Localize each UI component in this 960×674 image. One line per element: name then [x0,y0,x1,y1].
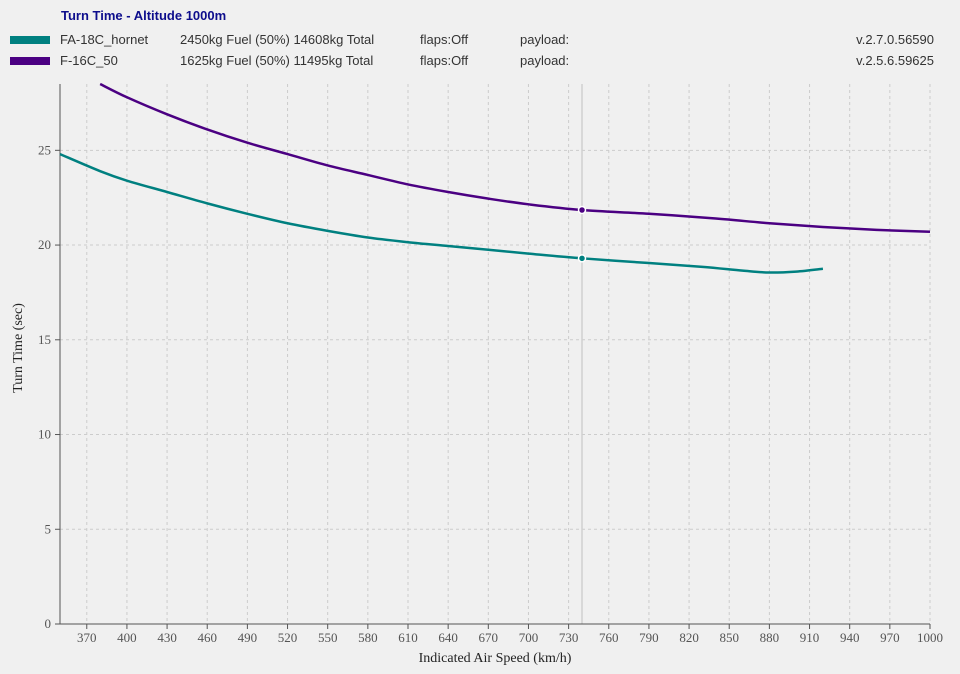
x-tick-label: 970 [880,630,900,645]
series-line-1[interactable] [99,82,931,234]
x-axis-label: Indicated Air Speed (km/h) [419,651,572,666]
x-tick-label: 490 [238,630,258,645]
x-tick-label: 460 [197,630,217,645]
series-line-0[interactable] [59,152,824,274]
legend-fuel-details: 1625kg Fuel (50%) 11495kg Total [180,53,374,68]
x-tick-label: 880 [760,630,780,645]
legend-flaps: flaps:Off [420,53,469,68]
x-tick-label: 820 [679,630,699,645]
legend-swatch-fa18c [10,36,50,44]
x-tick-label: 400 [117,630,137,645]
legend-version: v.2.5.6.59625 [856,53,934,68]
x-tick-label: 940 [840,630,860,645]
y-tick-label: 0 [45,616,52,631]
y-tick-label: 10 [38,427,51,442]
x-tick-label: 430 [157,630,177,645]
x-tick-label: 1000 [917,630,943,645]
legend-fuel-details: 2450kg Fuel (50%) 14608kg Total [180,32,375,47]
legend-series-name: FA-18C_hornet [60,32,149,47]
x-tick-label: 910 [800,630,820,645]
x-tick-label: 790 [639,630,659,645]
y-tick-label: 5 [45,521,52,536]
series-cursor-point-0[interactable] [577,254,587,263]
x-tick-label: 610 [398,630,418,645]
legend-version: v.2.7.0.56590 [856,32,934,47]
x-tick-label: 670 [479,630,499,645]
y-axis-label: Turn Time (sec) [11,303,26,393]
y-tick-label: 20 [38,237,51,252]
legend-series-name: F-16C_50 [60,53,118,68]
legend-payload: payload: [520,53,570,68]
x-tick-label: 520 [278,630,298,645]
x-tick-label: 700 [519,630,539,645]
series-cursor-point-1[interactable] [577,205,587,215]
x-tick-label: 850 [719,630,739,645]
x-tick-label: 730 [559,630,579,645]
x-tick-label: 370 [77,630,97,645]
x-tick-label: 760 [599,630,619,645]
x-tick-label: 640 [438,630,458,645]
legend-entry-f16c[interactable]: F-16C_50 1625kg Fuel (50%) 11495kg Total… [0,53,960,73]
legend-swatch-f16c [10,57,50,65]
x-tick-label: 550 [318,630,338,645]
y-tick-label: 15 [38,332,51,347]
legend-entry-fa18c[interactable]: FA-18C_hornet 2450kg Fuel (50%) 14608kg … [0,32,960,52]
legend-flaps: flaps:Off [420,32,469,47]
chart-title: Turn Time - Altitude 1000m [61,8,227,23]
legend-payload: payload: [520,32,570,47]
y-tick-label: 25 [38,142,51,157]
x-tick-label: 580 [358,630,378,645]
